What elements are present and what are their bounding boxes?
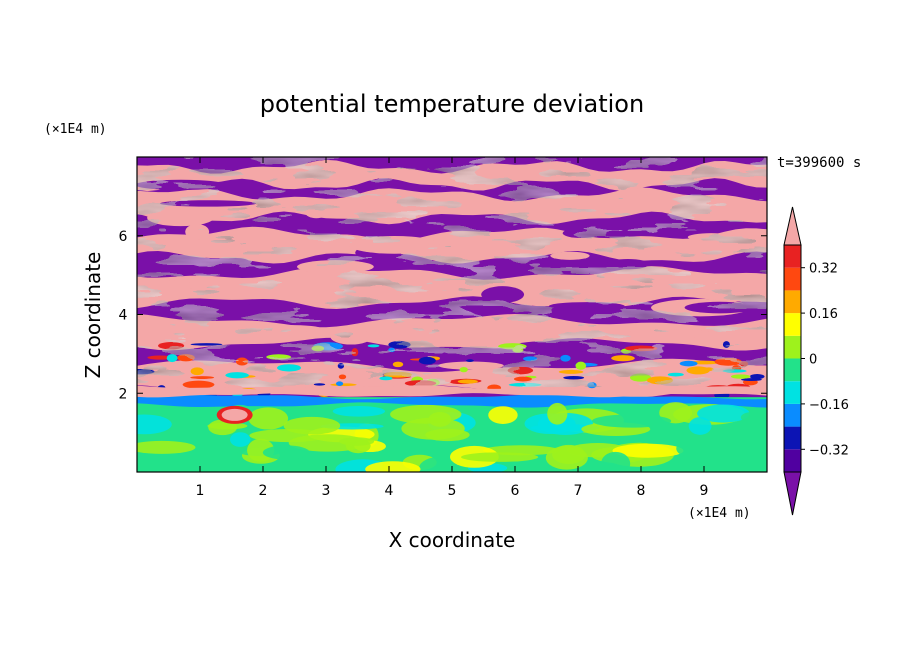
x-axis-title: X coordinate <box>389 528 516 552</box>
lower-blob <box>339 437 375 446</box>
lower-blob <box>137 414 172 435</box>
lower-blob <box>259 461 305 472</box>
lower-blob <box>461 452 539 462</box>
turbulence-texture <box>137 157 767 387</box>
pink-band <box>137 385 767 398</box>
lower-blob <box>229 432 251 447</box>
lower-blob <box>676 440 701 457</box>
colorbar-label: 0 <box>809 353 817 368</box>
x-tick-label: 7 <box>574 483 583 499</box>
colorbar-label: −0.16 <box>809 398 849 413</box>
x-tick-label: 6 <box>511 483 520 499</box>
colorbar-segment <box>784 267 801 291</box>
chart-title: potential temperature deviation <box>260 90 644 118</box>
lower-blob <box>365 461 421 472</box>
lower-blob <box>283 416 341 435</box>
x-tick-label: 2 <box>259 483 268 499</box>
lower-blob <box>601 451 631 472</box>
y-tick-label: 6 <box>119 229 128 245</box>
lower-blob <box>207 422 248 430</box>
eddy-core <box>221 408 248 421</box>
colorbar-extend-high <box>783 206 802 246</box>
colorbar-segment <box>784 403 801 427</box>
lower-blob <box>332 405 386 417</box>
lower-blob <box>547 402 568 425</box>
colorbar-segment <box>784 335 801 359</box>
time-label: t=399600 s <box>777 155 861 171</box>
lower-blob <box>248 407 289 430</box>
y-unit-label: (×1E4 m) <box>44 122 107 137</box>
colorbar-segment <box>784 313 801 336</box>
lower-region <box>137 385 767 472</box>
colorbar-segment <box>784 426 801 450</box>
colorbar-segment <box>784 381 801 404</box>
colorbar-label: 0.16 <box>809 307 838 322</box>
x-tick-label: 9 <box>700 483 709 499</box>
y-axis-title: Z coordinate <box>81 252 105 379</box>
colorbar-segment <box>784 290 801 314</box>
lower-blob <box>688 417 712 435</box>
lower-blob <box>612 443 684 458</box>
y-axis: 2 4 6 <box>119 229 767 402</box>
y-tick-label: 2 <box>119 386 128 402</box>
x-axis: 1 2 3 4 5 6 7 8 9 <box>196 157 709 499</box>
lower-blob <box>425 428 470 442</box>
lower-blob <box>488 406 518 424</box>
colorbar-segment <box>784 449 801 472</box>
colorbar-segment <box>784 245 801 268</box>
x-tick-label: 1 <box>196 483 205 499</box>
colorbar-label: 0.32 <box>809 262 838 277</box>
colorbar-extend-low <box>783 471 802 516</box>
y-tick-label: 4 <box>119 308 128 324</box>
lower-blob <box>659 402 693 424</box>
lower-blob <box>592 414 672 428</box>
lower-blob <box>137 440 196 454</box>
lower-blob <box>428 412 452 427</box>
lower-blob <box>262 445 310 460</box>
lower-blob <box>697 404 750 423</box>
x-tick-label: 4 <box>385 483 394 499</box>
colorbar-segment <box>784 358 801 382</box>
colorbar-label: −0.32 <box>809 443 849 458</box>
x-tick-label: 8 <box>637 483 646 499</box>
x-unit-label: (×1E4 m) <box>688 506 751 521</box>
colorbar: 0.32 0.16 0 −0.16 −0.32 <box>783 206 849 516</box>
x-tick-label: 3 <box>322 483 331 499</box>
lower-blob <box>740 411 765 423</box>
x-tick-label: 5 <box>448 483 457 499</box>
contour-field <box>137 157 767 472</box>
